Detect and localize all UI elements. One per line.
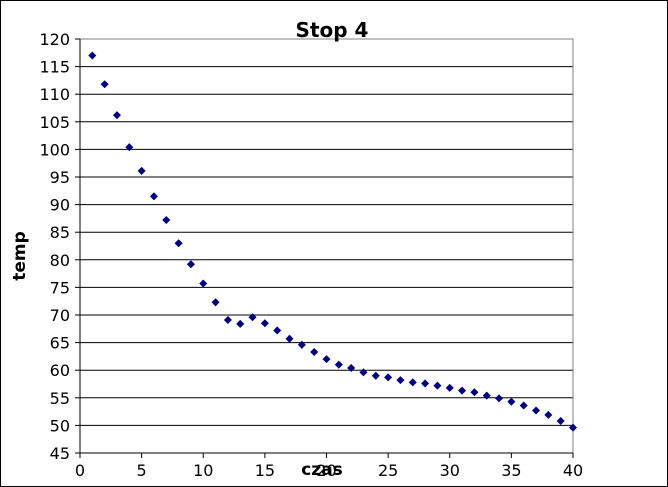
data-point: [88, 51, 97, 60]
data-point: [433, 381, 442, 390]
y-tick-label: 95: [50, 168, 70, 187]
data-point: [112, 111, 121, 120]
data-point: [507, 397, 516, 406]
data-point: [174, 239, 183, 248]
data-point: [568, 423, 578, 432]
data-point: [236, 319, 245, 328]
data-points: [88, 51, 578, 432]
data-point: [359, 368, 368, 377]
x-tick-labels: 0 5 10 15 20 25 30 35 40: [75, 461, 583, 480]
data-point: [162, 216, 171, 225]
data-point: [137, 166, 146, 175]
y-tick-label: 120: [39, 30, 70, 49]
x-tick-label: 15: [255, 461, 275, 480]
data-point: [396, 376, 405, 385]
y-tick-label: 80: [50, 251, 70, 270]
y-tick-label: 60: [50, 361, 70, 380]
data-point: [260, 319, 269, 328]
data-point: [458, 386, 467, 395]
y-tick-label: 45: [50, 444, 70, 463]
x-tick-label: 35: [501, 461, 521, 480]
data-point: [334, 360, 343, 369]
x-tick-label: 25: [378, 461, 398, 480]
data-point: [248, 313, 257, 322]
data-point: [519, 401, 528, 410]
y-tick-label: 85: [50, 223, 70, 242]
axes: [75, 38, 574, 458]
data-point: [186, 260, 195, 269]
x-tick-label: 5: [137, 461, 147, 480]
chart-title: Stop 4: [296, 18, 369, 42]
y-tick-label: 50: [50, 416, 70, 435]
data-point: [310, 347, 319, 357]
data-point: [273, 326, 282, 335]
data-point: [371, 371, 380, 380]
y-tick-label: 110: [39, 85, 70, 104]
y-tick-label: 75: [50, 278, 70, 297]
y-tick-label: 55: [50, 389, 70, 408]
data-point: [211, 298, 220, 307]
data-point: [285, 334, 294, 343]
x-tick-label: 40: [563, 461, 583, 480]
x-tick-label: 20: [316, 461, 336, 480]
data-point: [470, 388, 479, 397]
data-point: [297, 340, 306, 349]
data-point: [544, 410, 553, 419]
y-tick-label: 90: [50, 196, 70, 215]
x-axis-label: czas: [301, 460, 343, 480]
data-point: [125, 143, 134, 152]
data-point: [445, 383, 454, 392]
x-tick-label: 0: [75, 461, 85, 480]
y-tick-label: 100: [39, 140, 70, 159]
data-point: [199, 279, 208, 288]
data-point: [100, 80, 109, 89]
data-point: [384, 373, 393, 382]
data-point: [482, 391, 491, 400]
data-point: [556, 416, 565, 426]
y-tick-label: 65: [50, 334, 70, 353]
plot-area: [79, 38, 574, 454]
grid-lines: [80, 66, 573, 426]
data-point: [408, 378, 417, 387]
y-tick-label: 105: [39, 113, 70, 132]
data-point: [322, 355, 331, 364]
y-tick-labels: 45 50 55 60 65 70 75 80 85 90 95 100 105 110 115 120: [39, 30, 70, 463]
y-tick-label: 70: [50, 306, 70, 325]
data-point: [149, 192, 158, 201]
data-point: [495, 394, 504, 403]
y-tick-label: 115: [39, 58, 70, 77]
data-point: [347, 363, 356, 373]
x-tick-label: 30: [440, 461, 460, 480]
data-point: [421, 379, 430, 388]
data-point: [223, 315, 232, 324]
x-tick-label: 10: [193, 461, 213, 480]
y-axis-label: temp: [10, 231, 30, 281]
data-point: [532, 406, 541, 415]
